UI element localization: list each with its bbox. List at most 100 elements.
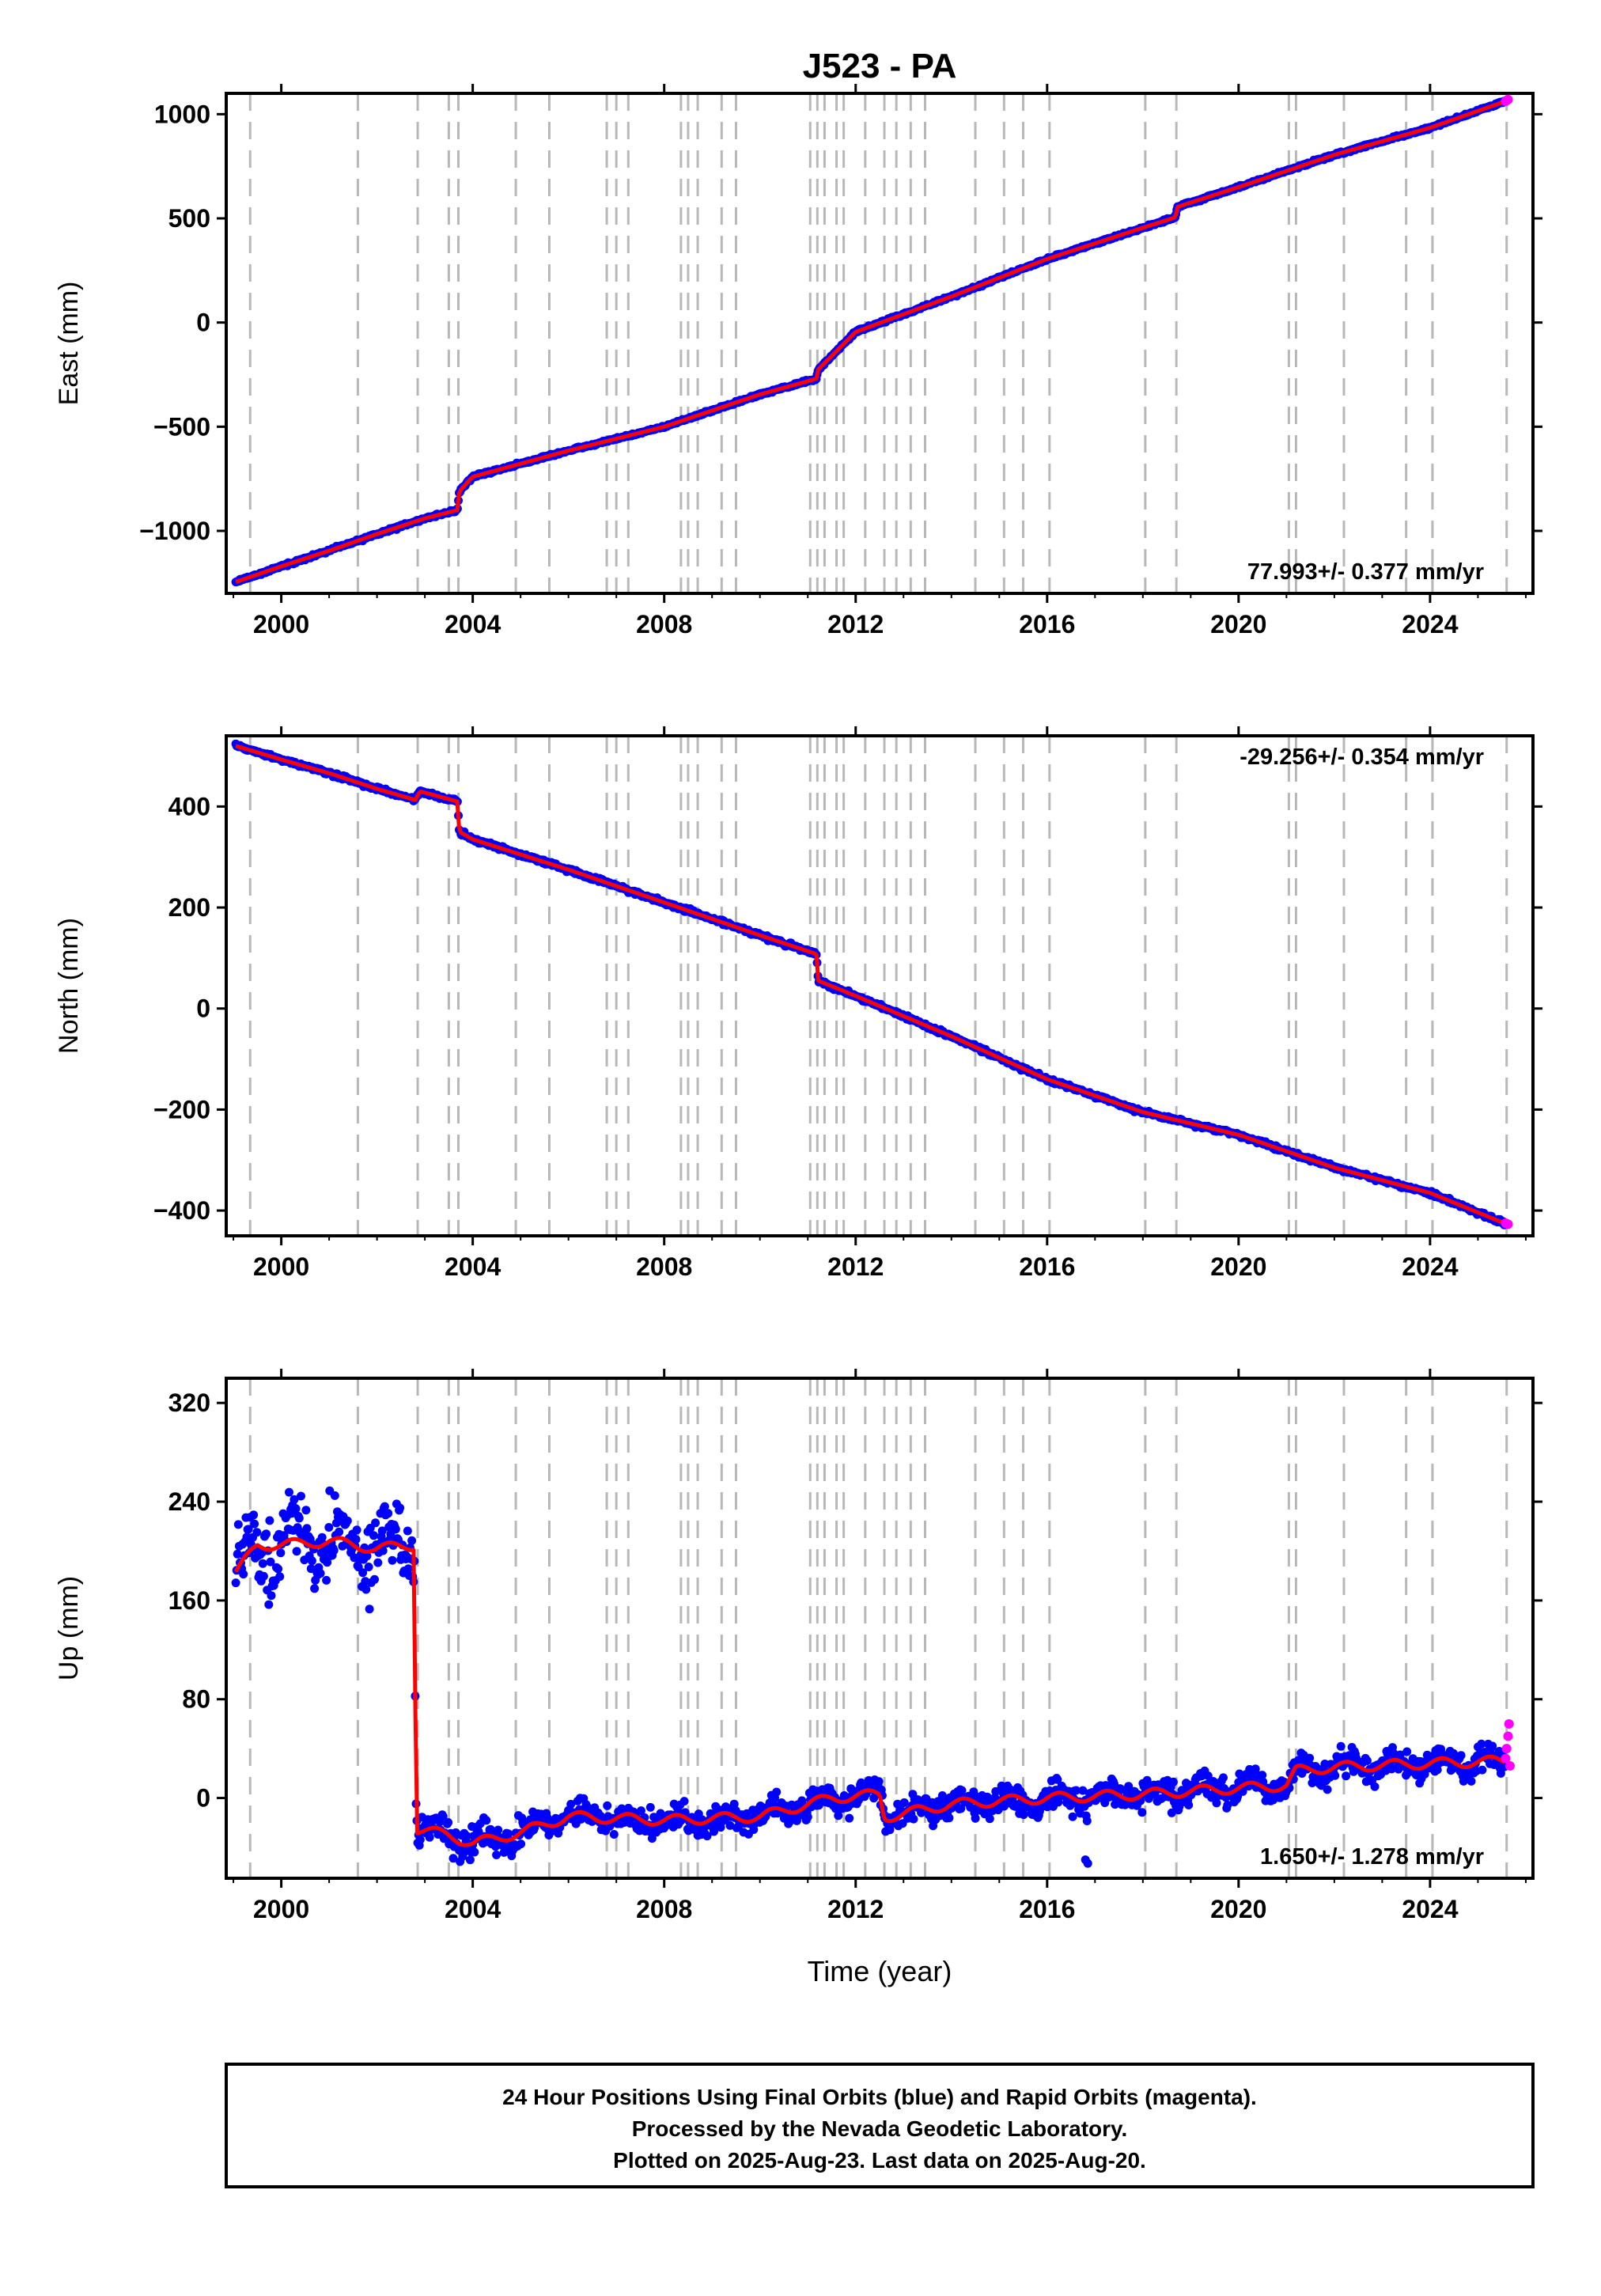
rate-label: 1.650+/- 1.278 mm/yr	[1260, 1844, 1484, 1870]
data-point	[1219, 1773, 1228, 1783]
y-axis-label: North (mm)	[54, 918, 84, 1054]
y-tick-label: −1000	[139, 517, 210, 545]
rapid-data-point	[1501, 1744, 1512, 1754]
rapid-data-point	[1504, 1760, 1515, 1771]
x-tick-label: 2016	[1019, 1895, 1075, 1923]
data-point	[985, 1814, 994, 1824]
x-tick-label: 2024	[1402, 1895, 1458, 1923]
data-point	[370, 1574, 379, 1584]
data-point	[371, 1518, 380, 1528]
footer-box: 24 Hour Positions Using Final Orbits (bl…	[225, 2063, 1535, 2188]
rate-label: -29.256+/- 0.354 mm/yr	[1240, 744, 1484, 770]
data-point	[971, 1813, 980, 1823]
data-point	[1370, 1782, 1380, 1791]
data-point	[335, 1527, 344, 1536]
y-tick-label: 160	[168, 1586, 210, 1615]
data-point	[264, 1600, 274, 1609]
data-point	[239, 1570, 248, 1579]
data-point	[492, 1851, 501, 1859]
x-tick-label: 2024	[1402, 1252, 1458, 1281]
data-point	[909, 1814, 918, 1824]
data-point	[944, 1813, 954, 1823]
footer-line-3: Plotted on 2025-Aug-23. Last data on 202…	[613, 2148, 1146, 2173]
x-tick-label: 2016	[1019, 1252, 1075, 1281]
data-point	[845, 1813, 854, 1823]
data-point	[415, 1835, 425, 1844]
data-point	[297, 1491, 305, 1501]
y-tick-label: 200	[168, 893, 210, 922]
data-point	[803, 1813, 812, 1821]
data-point	[364, 1563, 373, 1571]
data-point	[388, 1555, 397, 1565]
x-tick-label: 2004	[445, 1252, 501, 1281]
data-point	[259, 1571, 268, 1581]
rapid-data-point	[1503, 1219, 1513, 1229]
plot-frame	[225, 92, 1535, 595]
data-point	[1467, 1776, 1476, 1786]
data-point	[1456, 1751, 1466, 1760]
data-point	[444, 1818, 453, 1827]
data-point	[396, 1503, 405, 1513]
y-tick-label: 1000	[154, 100, 210, 128]
y-tick-label: −400	[153, 1196, 210, 1225]
x-tick-label: 2016	[1019, 610, 1075, 638]
x-tick-label: 2004	[445, 1895, 501, 1923]
data-point	[1323, 1785, 1332, 1794]
data-point	[302, 1524, 312, 1533]
x-tick-label: 2000	[253, 1895, 309, 1923]
data-point	[1019, 1810, 1028, 1820]
x-tick-label: 2020	[1210, 1895, 1266, 1923]
data-point	[1137, 1808, 1147, 1817]
y-tick-label: 0	[196, 995, 210, 1023]
model-fit-line	[235, 744, 1505, 1226]
data-point	[679, 1797, 689, 1806]
data-point	[250, 1519, 259, 1529]
data-point	[274, 1564, 283, 1574]
rapid-orbits-points	[1501, 94, 1513, 107]
rapid-data-point	[1503, 94, 1513, 104]
data-point	[324, 1523, 334, 1532]
x-tick-label: 2024	[1402, 610, 1458, 638]
data-point	[329, 1546, 339, 1555]
data-point	[267, 1591, 276, 1601]
data-point	[301, 1506, 311, 1515]
x-tick-label: 2004	[445, 610, 501, 638]
y-tick-label: 80	[182, 1685, 210, 1714]
data-point	[1082, 1817, 1092, 1825]
chart-title: J523 - PA	[803, 47, 957, 85]
data-point	[899, 1798, 909, 1807]
data-point	[1342, 1771, 1351, 1781]
x-tick-label: 2008	[636, 610, 692, 638]
y-tick-label: 320	[168, 1389, 210, 1417]
data-point	[465, 1855, 475, 1865]
final-orbits-points	[231, 97, 1509, 587]
final-orbits-points	[231, 1486, 1509, 1868]
data-point	[369, 1531, 378, 1540]
footer-line-1: 24 Hour Positions Using Final Orbits (bl…	[502, 2085, 1257, 2109]
x-tick-label: 2020	[1210, 610, 1266, 638]
data-point	[391, 1525, 400, 1534]
data-point	[292, 1547, 301, 1556]
data-point	[322, 1575, 331, 1585]
x-tick-label: 2008	[636, 1252, 692, 1281]
data-point	[425, 1832, 434, 1842]
x-tick-label: 2020	[1210, 1252, 1266, 1281]
y-axis-label: Up (mm)	[54, 1576, 84, 1680]
y-tick-label: 0	[196, 1784, 210, 1813]
x-tick-label: 2012	[827, 610, 884, 638]
data-point	[294, 1514, 304, 1523]
data-point	[482, 1816, 491, 1825]
data-point	[384, 1509, 393, 1518]
footer-line-2: Processed by the Nevada Geodetic Laborat…	[632, 2116, 1128, 2141]
data-point	[470, 1847, 479, 1857]
data-point	[1083, 1858, 1092, 1868]
data-point	[1336, 1741, 1346, 1751]
data-point	[403, 1526, 412, 1536]
data-point	[373, 1558, 383, 1567]
data-point	[310, 1584, 320, 1593]
final-orbits-points	[231, 739, 1509, 1229]
